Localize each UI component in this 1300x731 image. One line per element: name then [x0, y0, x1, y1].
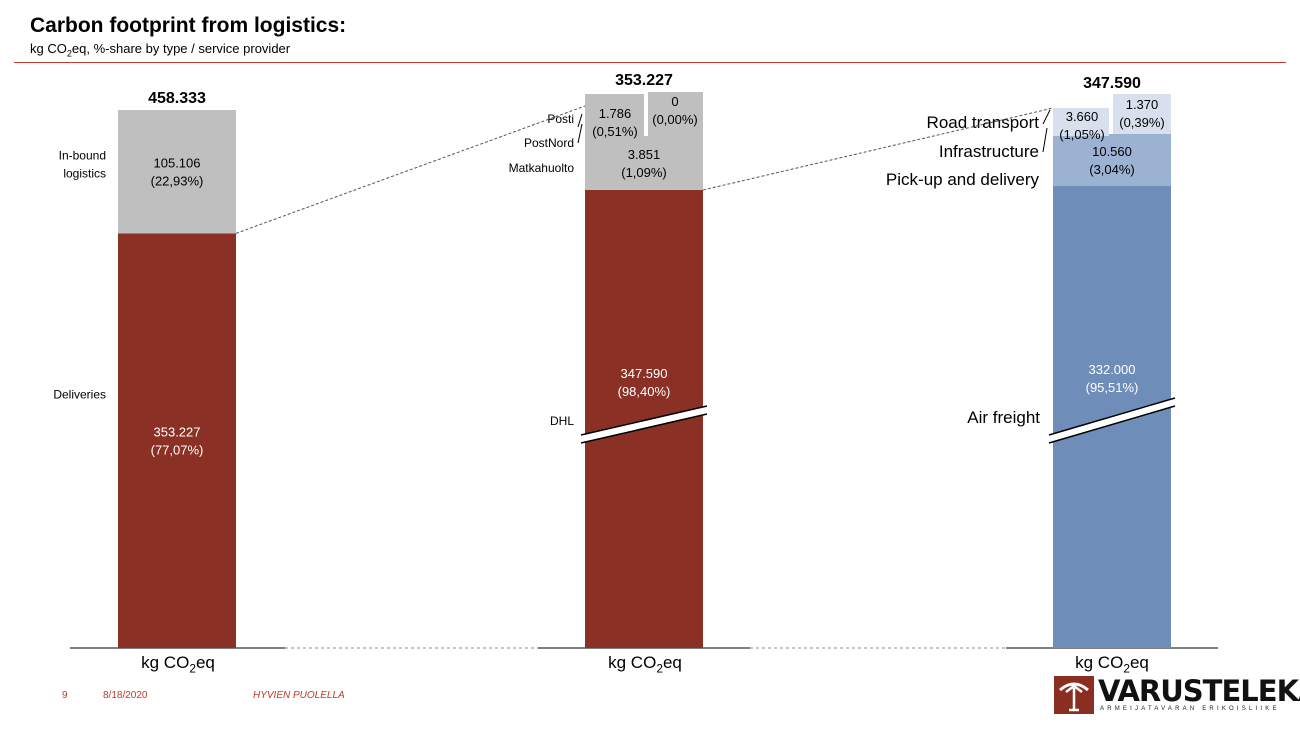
data-label: 1.370: [1126, 97, 1159, 112]
data-label: 10.560: [1092, 144, 1132, 159]
footer-note: HYVIEN PUOLELLA: [253, 690, 345, 701]
subtitle-text-rest: eq, %-share by type / service provider: [71, 41, 291, 56]
leader-line: [1042, 109, 1051, 125]
category-label-road-transport: Road transport: [927, 113, 1040, 132]
x-axis-unit-sub: 2: [1123, 661, 1130, 676]
x-axis-label-1: kg CO2eq: [78, 653, 278, 675]
data-label: (1,09%): [621, 165, 667, 180]
data-label: (1,05%): [1059, 127, 1105, 142]
leader-line: [577, 113, 583, 128]
bar-total-label: 458.333: [148, 90, 206, 107]
x-axis-unit: kg CO: [141, 653, 190, 672]
axis-break-line: [1048, 397, 1176, 436]
logo-emblem-icon: [1054, 676, 1094, 714]
bar-segment-posti: [648, 92, 703, 136]
bar-total-label: 347.590: [1083, 75, 1141, 92]
x-axis-unit: kg CO: [1075, 653, 1124, 672]
subtitle-subscript: 2: [66, 48, 72, 59]
data-label: 3.851: [628, 147, 661, 162]
data-label: (0,00%): [652, 112, 698, 127]
data-label: 0: [671, 94, 678, 109]
data-label: 3.660: [1066, 109, 1099, 124]
category-label-air-freight: Air freight: [967, 408, 1040, 427]
bar-segment-infrastructure: [1053, 108, 1109, 136]
x-axis-unit-rest: eq: [1129, 653, 1149, 672]
data-label: 1.786: [599, 106, 632, 121]
data-label: 105.106: [154, 156, 201, 171]
axis-break-line: [580, 405, 708, 436]
axis-break-mark: [583, 406, 705, 442]
subtitle-text: kg CO: [30, 41, 67, 56]
page-title: Carbon footprint from logistics:: [30, 14, 347, 37]
data-label: 332.000: [1089, 362, 1136, 377]
footer-date: 8/18/2020: [103, 690, 148, 701]
category-label-postnord: PostNord: [524, 136, 574, 150]
x-axis-unit-rest: eq: [195, 653, 215, 672]
x-axis-unit-sub: 2: [189, 661, 196, 676]
data-label: (95,51%): [1086, 380, 1139, 395]
bar-segment-matkahuolto: [585, 136, 703, 190]
logo-tagline: ARMEIJATAVARAN ERIKOISLIIKE: [1100, 706, 1280, 712]
x-axis-unit-rest: eq: [662, 653, 682, 672]
category-label-inbound: logistics: [63, 167, 106, 181]
connector-line: [235, 105, 586, 234]
category-label-infrastructure: Infrastructure: [939, 142, 1039, 161]
category-label-posti: Posti: [547, 112, 574, 126]
data-label: (77,07%): [151, 443, 204, 458]
data-label: (3,04%): [1089, 162, 1135, 177]
leader-line: [1042, 127, 1048, 153]
category-label-inbound: In-bound: [59, 149, 106, 163]
x-axis-label-2: kg CO2eq: [545, 653, 745, 675]
axis-break-line: [580, 413, 708, 444]
page-subtitle: kg CO2eq, %-share by type / service prov…: [30, 41, 290, 59]
bar-segment-road-transport: [1113, 94, 1171, 134]
data-label: (0,39%): [1119, 115, 1165, 130]
data-label: (22,93%): [151, 174, 204, 189]
data-label: (98,40%): [618, 384, 671, 399]
axis-break-mark: [1051, 398, 1173, 442]
footer-page-number: 9: [62, 690, 68, 701]
bar-segment-pickup: [1053, 134, 1171, 186]
leader-line: [577, 123, 583, 144]
data-label: 353.227: [154, 425, 201, 440]
x-axis-unit: kg CO: [608, 653, 657, 672]
category-label-pickup: Pick-up and delivery: [886, 170, 1040, 189]
bar-total-label: 353.227: [615, 72, 673, 89]
category-label-matkahuolto: Matkahuolto: [509, 161, 575, 175]
bar-segment-inbound: [118, 110, 236, 234]
data-label: (0,51%): [592, 124, 638, 139]
title-divider: [14, 62, 1286, 63]
category-label-dhl: DHL: [550, 414, 574, 428]
category-label-deliveries: Deliveries: [53, 388, 106, 402]
axis-break-line: [1048, 405, 1176, 444]
data-label: 347.590: [621, 366, 668, 381]
bar-segment-deliveries: [118, 233, 236, 648]
bar-segment-postnord: [585, 94, 644, 138]
x-axis-label-3: kg CO2eq: [1012, 653, 1212, 675]
x-axis-unit-sub: 2: [656, 661, 663, 676]
